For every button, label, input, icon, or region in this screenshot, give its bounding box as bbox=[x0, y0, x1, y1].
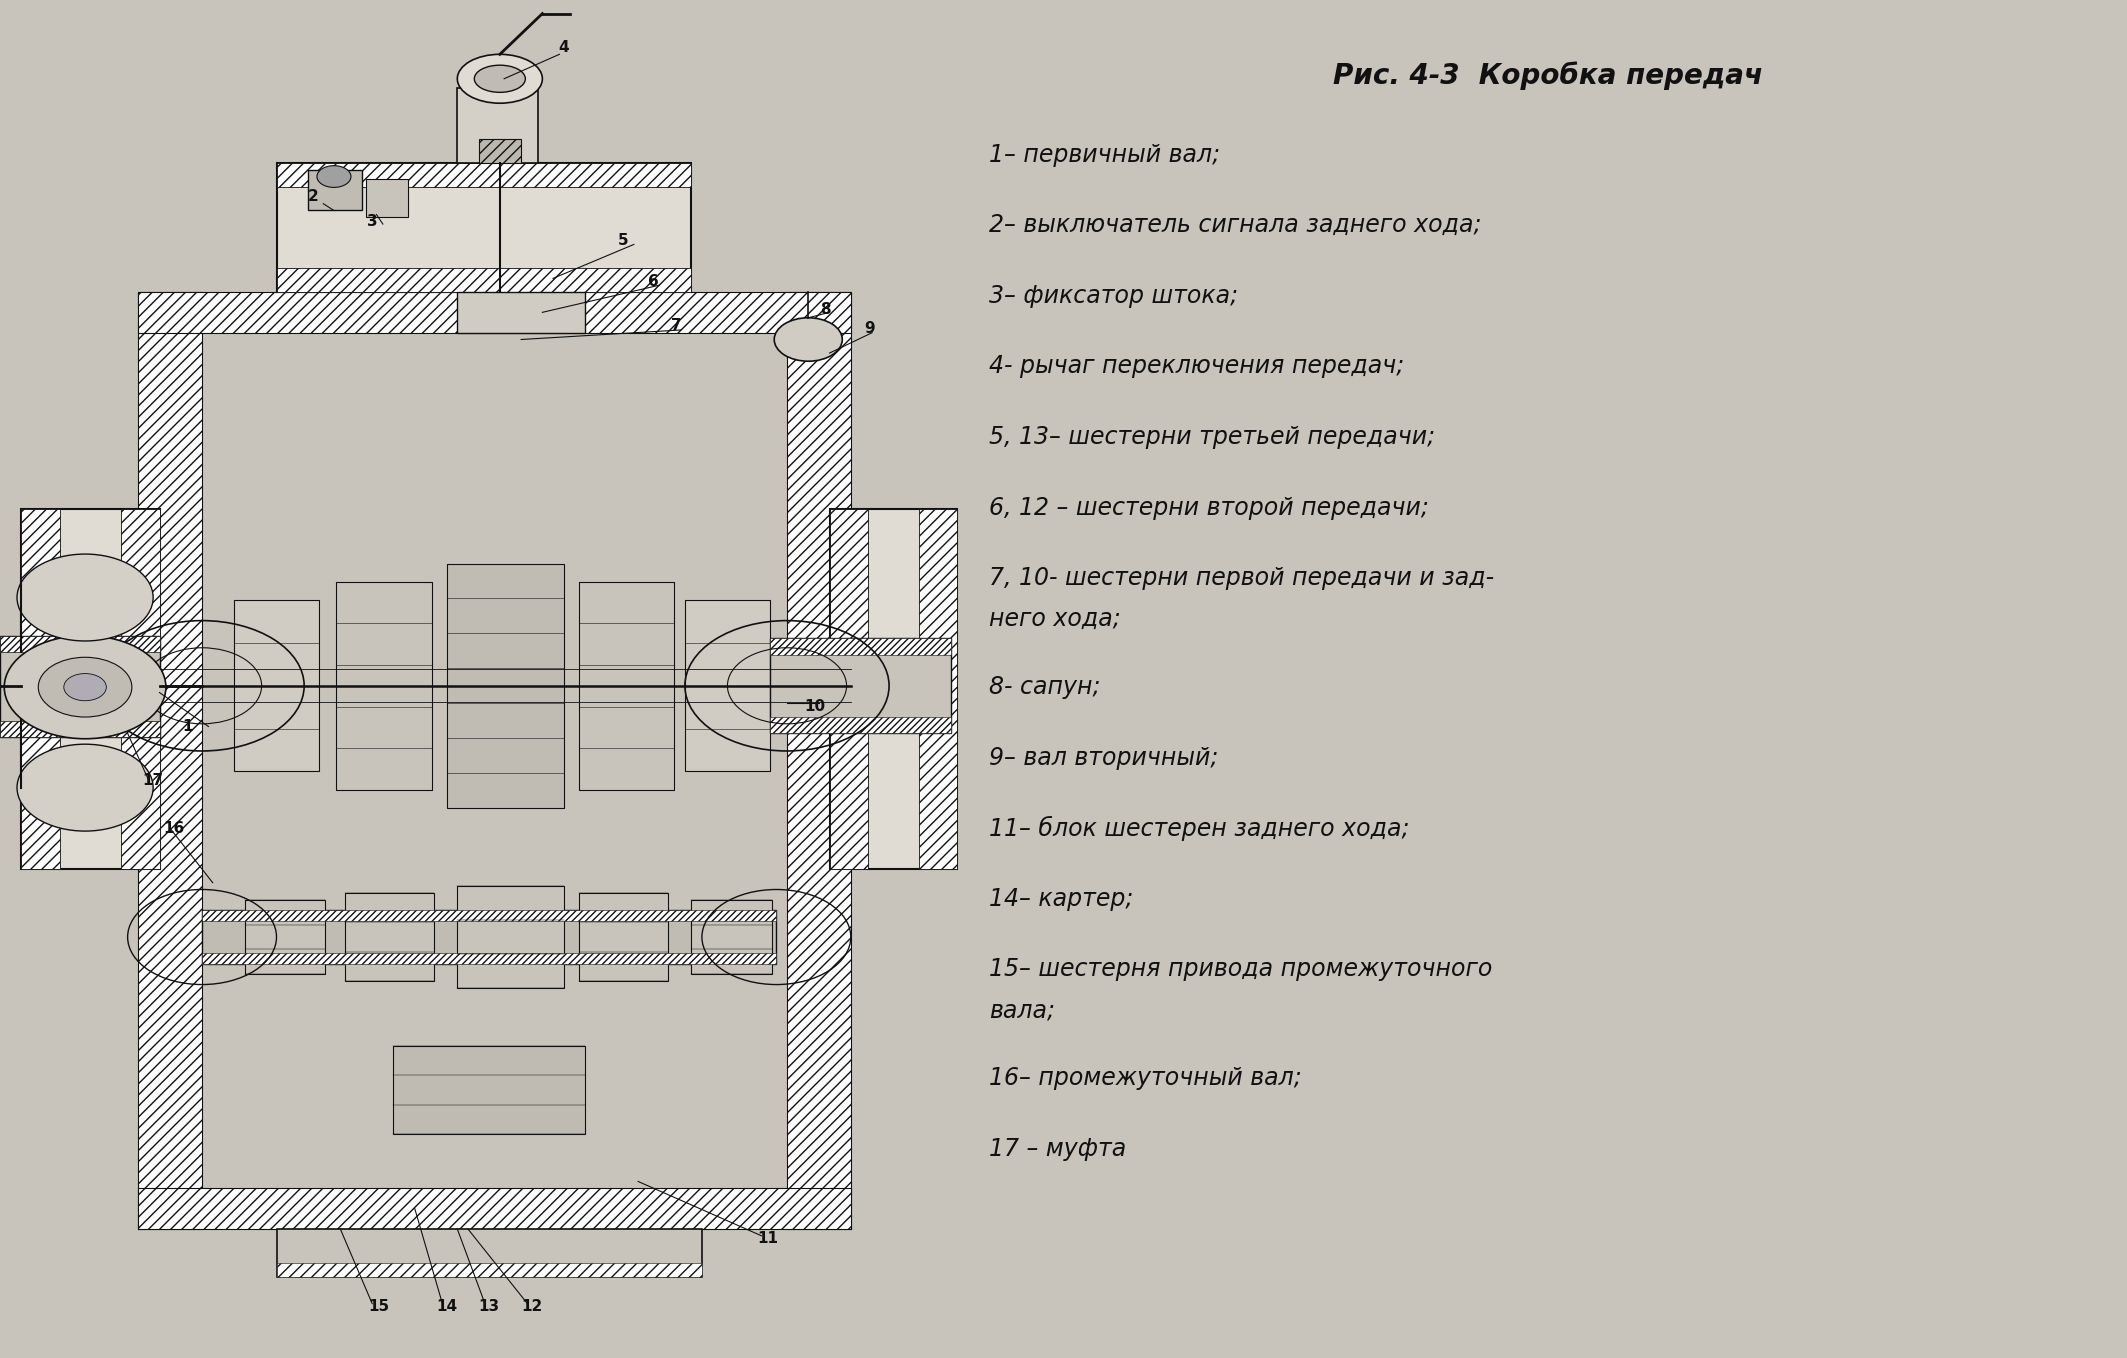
Text: 2– выключатель сигнала заднего хода;: 2– выключатель сигнала заднего хода; bbox=[989, 213, 1483, 238]
Text: 4: 4 bbox=[559, 39, 568, 56]
Text: 6: 6 bbox=[647, 273, 659, 289]
Text: 9– вал вторичный;: 9– вал вторичный; bbox=[989, 746, 1219, 770]
Text: 11: 11 bbox=[757, 1230, 778, 1247]
Bar bbox=[579, 894, 668, 980]
Text: Рис. 4-3  Коробка передач: Рис. 4-3 Коробка передач bbox=[1334, 61, 1763, 90]
Bar bbox=[691, 900, 772, 975]
Bar bbox=[393, 1046, 585, 1134]
Text: вала;: вала; bbox=[989, 998, 1055, 1023]
Bar bbox=[21, 509, 160, 869]
Ellipse shape bbox=[474, 65, 525, 92]
Bar bbox=[479, 139, 521, 163]
Circle shape bbox=[38, 657, 132, 717]
Text: 8- сапун;: 8- сапун; bbox=[989, 675, 1100, 699]
Circle shape bbox=[774, 318, 842, 361]
Bar bbox=[0, 636, 160, 652]
Text: 5, 13– шестерни третьей передачи;: 5, 13– шестерни третьей передачи; bbox=[989, 425, 1436, 449]
Circle shape bbox=[64, 674, 106, 701]
Text: 14– картер;: 14– картер; bbox=[989, 887, 1134, 911]
Text: 1: 1 bbox=[183, 718, 191, 735]
Bar bbox=[138, 292, 202, 1229]
Bar bbox=[308, 170, 362, 210]
Bar bbox=[277, 163, 691, 292]
Bar bbox=[138, 1188, 851, 1229]
Text: 8: 8 bbox=[821, 301, 830, 318]
Bar bbox=[787, 292, 851, 1229]
Text: 7: 7 bbox=[672, 318, 681, 334]
Text: 9: 9 bbox=[866, 320, 874, 337]
Bar bbox=[277, 268, 691, 292]
Bar bbox=[138, 292, 851, 333]
Text: 16– промежуточный вал;: 16– промежуточный вал; bbox=[989, 1066, 1302, 1090]
Bar bbox=[0, 721, 160, 737]
Bar bbox=[202, 910, 776, 964]
Bar bbox=[770, 638, 951, 733]
Bar bbox=[457, 292, 585, 333]
Bar bbox=[366, 179, 408, 217]
Bar bbox=[830, 509, 868, 869]
Bar bbox=[685, 600, 770, 771]
Text: 17 – муфта: 17 – муфта bbox=[989, 1137, 1127, 1161]
Bar bbox=[277, 163, 691, 187]
Text: 4- рычаг переключения передач;: 4- рычаг переключения передач; bbox=[989, 354, 1404, 379]
Text: 7, 10- шестерни первой передачи и зад-: 7, 10- шестерни первой передачи и зад- bbox=[989, 566, 1493, 591]
Bar bbox=[277, 1229, 702, 1277]
Text: 16: 16 bbox=[164, 820, 185, 837]
Text: 11– блок шестерен заднего хода;: 11– блок шестерен заднего хода; bbox=[989, 816, 1410, 842]
Bar bbox=[579, 581, 674, 790]
Text: 6, 12 – шестерни второй передачи;: 6, 12 – шестерни второй передачи; bbox=[989, 496, 1429, 520]
Ellipse shape bbox=[457, 54, 542, 103]
Bar bbox=[277, 1263, 702, 1277]
Text: 17: 17 bbox=[143, 773, 164, 789]
Bar bbox=[770, 638, 951, 655]
Bar bbox=[457, 88, 538, 163]
Circle shape bbox=[17, 744, 153, 831]
Bar bbox=[0, 0, 978, 1358]
Bar bbox=[457, 885, 564, 989]
Bar bbox=[0, 636, 160, 737]
Bar bbox=[121, 509, 160, 869]
Text: 13: 13 bbox=[479, 1298, 500, 1315]
Text: 15– шестерня привода промежуточного: 15– шестерня привода промежуточного bbox=[989, 957, 1493, 982]
Bar bbox=[770, 717, 951, 733]
Bar bbox=[202, 910, 776, 921]
Bar bbox=[234, 600, 319, 771]
Text: 10: 10 bbox=[804, 698, 825, 714]
Bar bbox=[919, 509, 957, 869]
Text: 12: 12 bbox=[521, 1298, 542, 1315]
Text: 3: 3 bbox=[368, 213, 376, 230]
Bar bbox=[138, 292, 851, 1229]
Text: 2: 2 bbox=[306, 189, 319, 205]
Bar bbox=[336, 581, 432, 790]
Bar bbox=[447, 564, 564, 808]
Circle shape bbox=[317, 166, 351, 187]
Circle shape bbox=[4, 636, 166, 739]
Text: 14: 14 bbox=[436, 1298, 457, 1315]
Text: 5: 5 bbox=[619, 232, 627, 249]
Bar bbox=[345, 894, 434, 980]
Bar bbox=[202, 953, 776, 964]
Bar bbox=[21, 509, 60, 869]
Text: 3– фиксатор штока;: 3– фиксатор штока; bbox=[989, 284, 1238, 308]
Circle shape bbox=[17, 554, 153, 641]
Bar bbox=[830, 509, 957, 869]
Bar bbox=[245, 900, 325, 975]
Text: 1– первичный вал;: 1– первичный вал; bbox=[989, 143, 1221, 167]
Text: 15: 15 bbox=[368, 1298, 389, 1315]
Text: него хода;: него хода; bbox=[989, 607, 1121, 631]
